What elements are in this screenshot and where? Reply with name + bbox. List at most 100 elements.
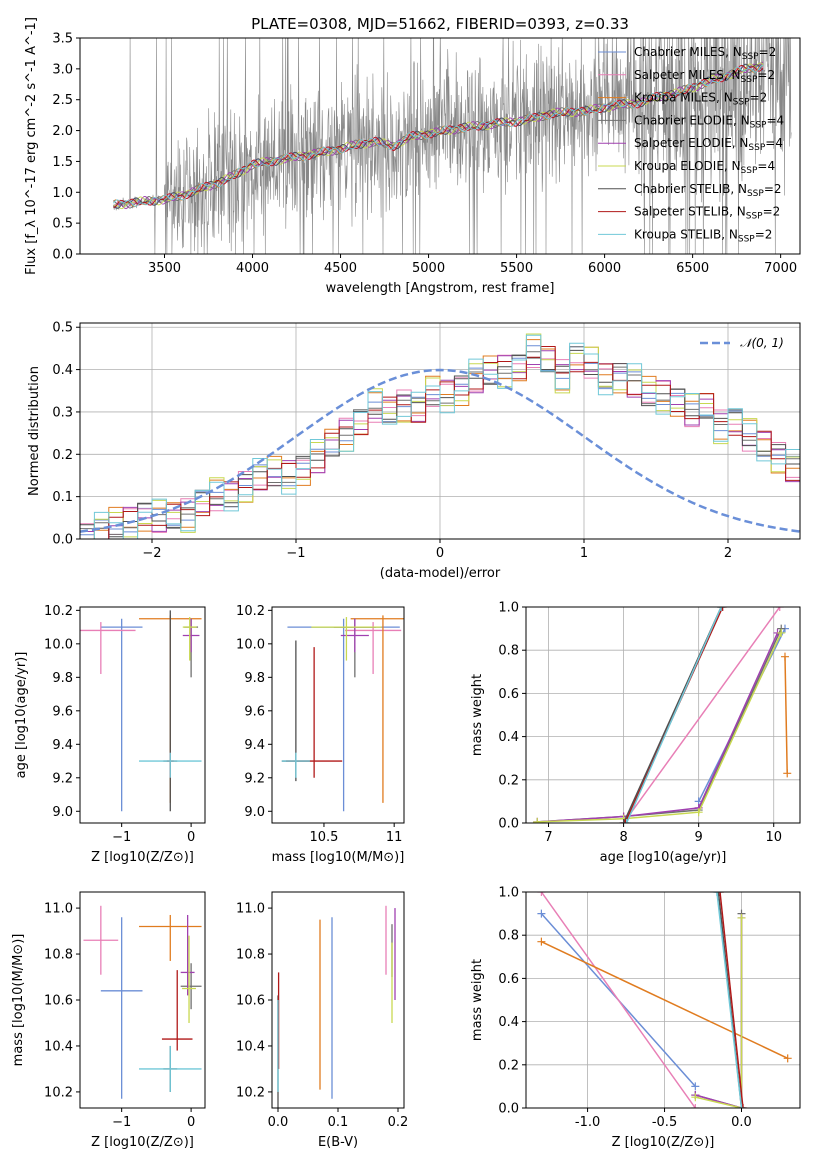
ticks: 3500 4000 4500 5000 5500 6000 6500 7000 0.0 0.5 1.… <box>52 32 797 277</box>
model-spectrum-line <box>113 64 764 208</box>
y-tick-label: 11.0 <box>236 902 265 917</box>
x-tick-label: -0.5 <box>652 1115 677 1130</box>
x-axis-label: Z [log10(Z/Z⊙)] <box>91 1135 194 1150</box>
legend-subscript: SSP <box>747 189 764 199</box>
legend-n: N <box>737 205 746 219</box>
plus-marker <box>737 913 746 922</box>
y-axis-label: mass weight <box>470 959 485 1041</box>
residual-histogram <box>80 354 800 539</box>
y-axis-label: mass [log10(M/M⊙)] <box>11 934 26 1067</box>
y-tick-label: 0.4 <box>52 363 73 378</box>
plus-marker <box>718 607 727 611</box>
legend-subscript: SSP <box>748 143 765 153</box>
plus-marker <box>691 1082 700 1091</box>
x-tick-label: 9 <box>695 830 703 845</box>
x-tick-label: −1 <box>286 546 305 561</box>
ticks: 10.5 11 9.0 9.2 9.4 9.6 9.8 10.0 10.2 <box>236 604 402 845</box>
plus-marker <box>537 892 546 896</box>
x-axis-label: Z [log10(Z/Z⊙)] <box>612 1135 715 1150</box>
data-point <box>100 618 143 812</box>
legend-value: =2 <box>750 91 768 105</box>
plus-marker <box>715 892 724 896</box>
y-tick-label: 0.6 <box>498 972 519 987</box>
legend-n: N <box>741 113 750 127</box>
legend-n: N <box>729 227 738 241</box>
weight-line <box>537 632 782 823</box>
weight-line <box>537 632 779 823</box>
y-tick-label: 2.5 <box>52 93 73 108</box>
legend-entry: Chabrier MILES, NSSP=2 <box>634 45 776 62</box>
residual-histogram <box>80 350 800 539</box>
plus-marker <box>537 937 546 946</box>
data-point <box>161 970 193 1051</box>
legend-n: N <box>724 91 733 105</box>
y-tick-label: 9.8 <box>244 671 265 686</box>
x-tick-label: 10.5 <box>309 830 338 845</box>
residual-histogram <box>80 349 800 538</box>
plus-marker <box>694 808 703 817</box>
grid-lines <box>526 606 800 824</box>
plus-marker <box>739 1104 748 1108</box>
data-point <box>163 610 178 812</box>
weight-line <box>719 892 744 1108</box>
x-tick-label: 10 <box>765 830 782 845</box>
y-axis-label: mass weight <box>470 674 485 756</box>
y-tick-label: 9.4 <box>52 738 73 753</box>
y-axis-label: age [log10(age/yr)] <box>14 652 29 779</box>
residuals-panel: −2 −1 0 1 2 0.0 0.1 0.2 0.3 0.4 0.5 (data-model)/er… <box>27 321 801 581</box>
weight-line <box>695 917 743 1108</box>
plus-marker <box>619 819 628 823</box>
plus-marker <box>622 819 631 823</box>
y-tick-label: 1.0 <box>52 186 73 201</box>
weight-vs-age-panel: 7 8 9 10 0.0 0.2 0.4 0.6 0.8 1.0 age [log10(age/yr… <box>470 601 801 865</box>
weight-line <box>537 628 782 823</box>
legend-n: N <box>733 45 742 59</box>
y-tick-label: 11.0 <box>44 902 73 917</box>
data-point <box>345 622 402 674</box>
age-vs-mass-panel: 10.5 11 9.0 9.2 9.4 9.6 9.8 10.0 10.2 mass [log10… <box>236 604 405 865</box>
plus-marker <box>712 892 721 896</box>
legend-n: N <box>732 159 741 173</box>
y-tick-label: 1.5 <box>52 155 73 170</box>
plot-area <box>80 333 800 539</box>
plus-marker <box>775 607 784 611</box>
plus-marker <box>783 1054 792 1063</box>
residual-histogram <box>80 346 800 535</box>
data-point <box>182 935 196 1023</box>
legend-entry: Kroupa STELIB, NSSP=2 <box>634 227 772 244</box>
legend-subscript: SSP <box>750 120 767 130</box>
y-tick-label: 9.0 <box>244 805 265 820</box>
y-tick-label: 0.4 <box>498 1015 519 1030</box>
x-tick-label: 0.0 <box>731 1115 752 1130</box>
data-point <box>340 618 369 653</box>
plus-marker <box>537 909 546 918</box>
x-tick-label: -1.0 <box>575 1115 600 1130</box>
mass-vs-ebv-panel: 0.0 0.1 0.2 10.2 10.4 10.6 10.8 11.0 E(B-V) <box>236 891 408 1150</box>
x-tick-label: 11 <box>386 830 403 845</box>
grid-lines <box>80 323 800 540</box>
x-tick-label: 7000 <box>764 261 797 276</box>
axes-frame <box>271 891 405 1109</box>
plus-marker <box>737 1104 746 1108</box>
legend-subscript: SSP <box>741 166 758 176</box>
plot-area <box>533 607 792 823</box>
legend-value: =2 <box>755 227 773 241</box>
y-tick-label: 10.8 <box>236 948 265 963</box>
data-point <box>350 615 404 803</box>
axes-frame <box>79 891 206 1109</box>
y-tick-label: 10.0 <box>236 637 265 652</box>
y-tick-label: 0.2 <box>52 448 73 463</box>
model-spectrum-line <box>113 64 764 207</box>
axes-frame <box>271 606 405 824</box>
plus-marker <box>777 628 786 637</box>
x-axis-label: age [log10(age/yr)] <box>600 850 727 865</box>
y-tick-label: 0.0 <box>52 533 73 548</box>
y-tick-label: 2.0 <box>52 124 73 139</box>
ticks: −2 −1 0 1 2 0.0 0.1 0.2 0.3 0.4 0.5 <box>52 321 732 561</box>
y-tick-label: 9.4 <box>244 738 265 753</box>
weight-line <box>622 607 781 823</box>
x-tick-label: 6000 <box>588 261 621 276</box>
x-tick-label: 0 <box>187 1115 195 1130</box>
plus-marker <box>783 769 792 778</box>
y-axis-label: Normed distribution <box>27 366 42 496</box>
